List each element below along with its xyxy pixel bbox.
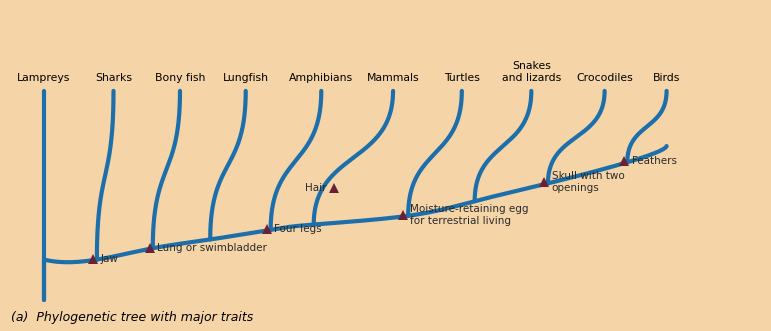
Text: Bony fish: Bony fish xyxy=(155,73,205,83)
Text: Snakes
and lizards: Snakes and lizards xyxy=(502,61,561,83)
Text: Hair: Hair xyxy=(305,183,327,193)
Text: Four legs: Four legs xyxy=(274,224,322,234)
Text: Jaw: Jaw xyxy=(101,254,119,263)
Text: Birds: Birds xyxy=(653,73,680,83)
Text: Turtles: Turtles xyxy=(444,73,480,83)
Text: Skull with two
openings: Skull with two openings xyxy=(552,171,625,193)
Text: (a)  Phylogenetic tree with major traits: (a) Phylogenetic tree with major traits xyxy=(12,311,254,324)
Text: Amphibians: Amphibians xyxy=(289,73,353,83)
Text: Lampreys: Lampreys xyxy=(17,73,71,83)
Text: Moisture-retaining egg
for terrestrial living: Moisture-retaining egg for terrestrial l… xyxy=(410,204,529,226)
Text: Crocodiles: Crocodiles xyxy=(576,73,633,83)
Text: Lungfish: Lungfish xyxy=(223,73,269,83)
Text: Mammals: Mammals xyxy=(367,73,419,83)
Text: Lung or swimbladder: Lung or swimbladder xyxy=(157,243,268,253)
Text: Sharks: Sharks xyxy=(95,73,132,83)
Text: Feathers: Feathers xyxy=(631,156,677,166)
